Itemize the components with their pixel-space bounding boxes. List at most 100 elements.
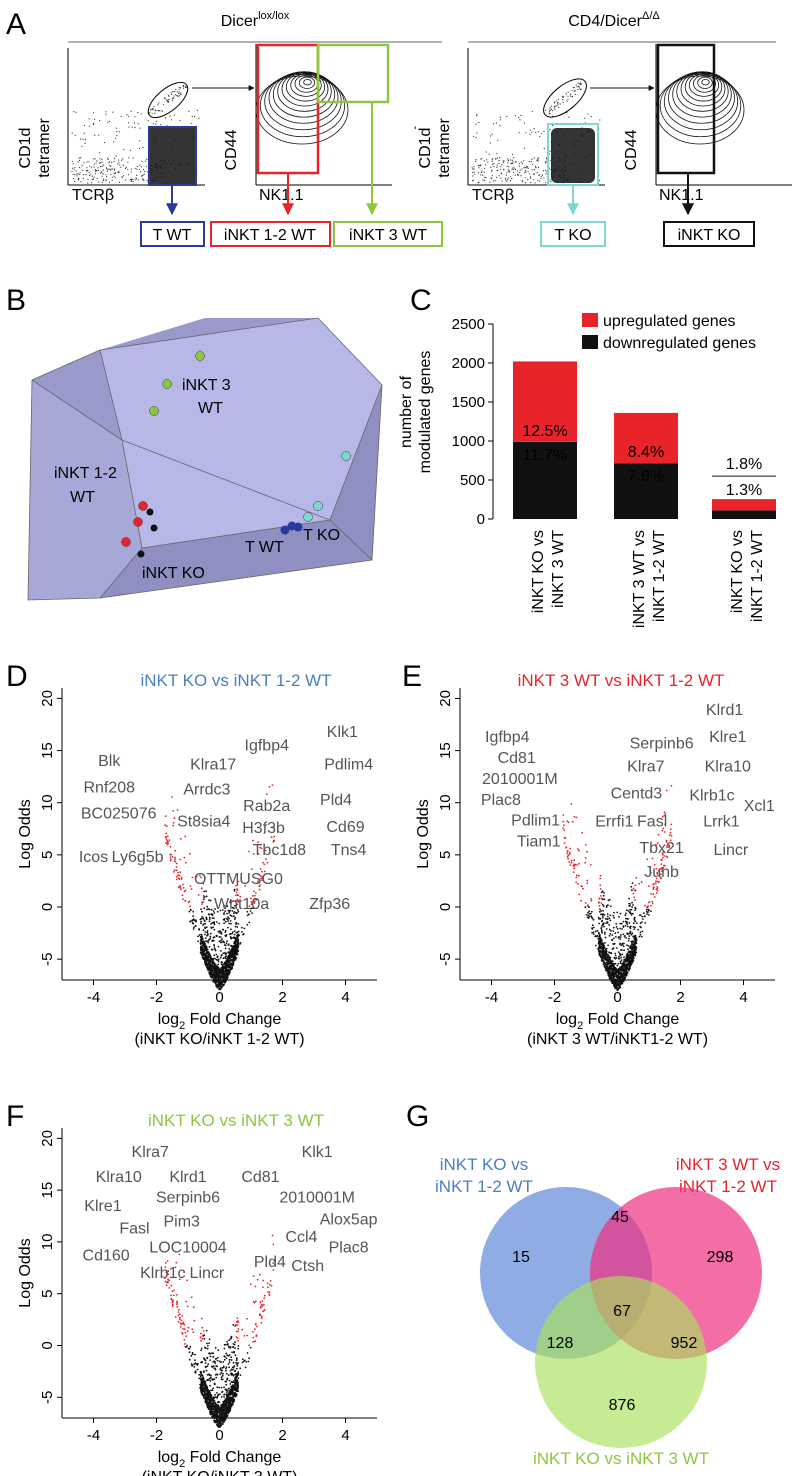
volcano-point <box>214 972 217 975</box>
bar-category-label: iNKT 1-2 WT <box>749 530 766 622</box>
volcano-x-tick-label: 2 <box>676 989 684 1006</box>
volcano-point <box>578 893 581 896</box>
volcano-point <box>231 959 234 961</box>
volcano-y-tick-label: 10 <box>39 794 56 811</box>
volcano-point <box>263 1297 266 1299</box>
volcano-x-tick-label: 0 <box>215 1427 223 1444</box>
volcano-point <box>179 1316 181 1319</box>
volcano-point <box>228 917 230 920</box>
gene-label: Zfp36 <box>309 896 350 913</box>
volcano-point <box>228 912 231 914</box>
volcano-point <box>237 950 240 952</box>
volcano-point <box>185 1300 188 1303</box>
volcano-point <box>191 919 194 922</box>
flow-dot <box>74 167 76 169</box>
bar-up <box>513 361 577 442</box>
volcano-point <box>610 980 613 983</box>
volcano-point <box>617 962 620 965</box>
flow-dot <box>105 180 107 182</box>
flow-dot <box>501 164 503 166</box>
volcano-point <box>259 1301 262 1304</box>
volcano-point <box>218 1386 221 1389</box>
flow-dot <box>108 181 110 183</box>
volcano-point <box>267 1286 269 1288</box>
flow-dot <box>515 161 517 163</box>
bar-y-tick-label: 500 <box>460 472 485 489</box>
volcano-point <box>187 1326 190 1329</box>
flow-dot <box>93 166 95 168</box>
contour-line <box>659 73 742 138</box>
volcano-point <box>261 879 263 881</box>
volcano-point <box>263 832 266 834</box>
volcano-point <box>237 922 240 925</box>
flow-dot <box>132 180 134 183</box>
volcano-point <box>628 897 630 900</box>
volcano-point <box>205 890 207 893</box>
label-inkt12: iNKT 1-2 <box>54 465 117 482</box>
volcano-point <box>214 1362 217 1365</box>
flow-dot <box>507 179 509 181</box>
flow-dot <box>496 152 498 154</box>
volcano-point <box>209 899 212 902</box>
volcano-point <box>248 913 250 916</box>
volcano-point <box>580 885 583 887</box>
volcano-ylabel: Log Odds <box>415 799 432 868</box>
flow-dot <box>72 178 75 180</box>
volcano-point <box>244 1366 247 1369</box>
volcano-point <box>205 895 208 898</box>
flow-dot <box>531 110 533 112</box>
cube-bottom-face <box>100 385 382 598</box>
volcano-point <box>215 953 218 956</box>
volcano-point <box>601 919 604 922</box>
volcano-point <box>181 1333 184 1335</box>
volcano-point <box>179 858 182 861</box>
flow-dot <box>78 178 80 180</box>
volcano-point <box>615 979 618 982</box>
flow-dot <box>492 163 494 165</box>
volcano-point <box>236 903 239 906</box>
flow-dot <box>537 131 540 133</box>
volcano-point <box>619 922 621 925</box>
flow-dot <box>485 151 487 153</box>
contour-line <box>701 78 710 86</box>
flow-dot <box>530 181 532 184</box>
flow-dot <box>115 127 117 129</box>
volcano-point <box>203 1389 206 1391</box>
volcano-point <box>219 969 222 972</box>
volcano-point <box>200 1317 203 1320</box>
volcano-point <box>207 1345 209 1347</box>
panel-label-f: F <box>6 1100 24 1133</box>
flow-dot <box>119 164 121 166</box>
pca-point-inkt12 <box>121 537 131 547</box>
volcano-point <box>584 906 587 909</box>
box-tko <box>540 221 606 247</box>
flow-dot <box>496 166 498 168</box>
volcano-point <box>624 977 626 979</box>
volcano-point <box>264 849 267 852</box>
flow-dot <box>543 147 545 150</box>
volcano-point <box>177 1314 180 1317</box>
volcano-x-tick-label: 2 <box>278 989 286 1006</box>
volcano-point <box>664 823 667 826</box>
volcano-point <box>252 1340 255 1343</box>
volcano-point <box>235 951 237 954</box>
label-tko: T KO <box>303 527 340 544</box>
volcano-point <box>225 957 227 960</box>
volcano-point <box>199 1375 202 1378</box>
volcano-point <box>603 931 606 934</box>
volcano-point <box>177 1320 180 1323</box>
cd44-label: CD44 <box>223 129 240 170</box>
volcano-point <box>200 922 202 925</box>
volcano-point <box>248 921 251 924</box>
flow-plot-ko-tcr: CD1d tetramer TCRβ <box>417 48 605 204</box>
volcano-point <box>613 911 615 914</box>
volcano-point <box>631 953 634 955</box>
volcano-point <box>629 927 632 930</box>
volcano-point <box>267 1291 269 1293</box>
flow-dot <box>513 157 515 159</box>
volcano-point <box>611 982 614 984</box>
contour-line <box>303 78 312 86</box>
volcano-point <box>204 1347 207 1349</box>
volcano-point <box>189 1345 192 1348</box>
volcano-point <box>165 842 167 844</box>
